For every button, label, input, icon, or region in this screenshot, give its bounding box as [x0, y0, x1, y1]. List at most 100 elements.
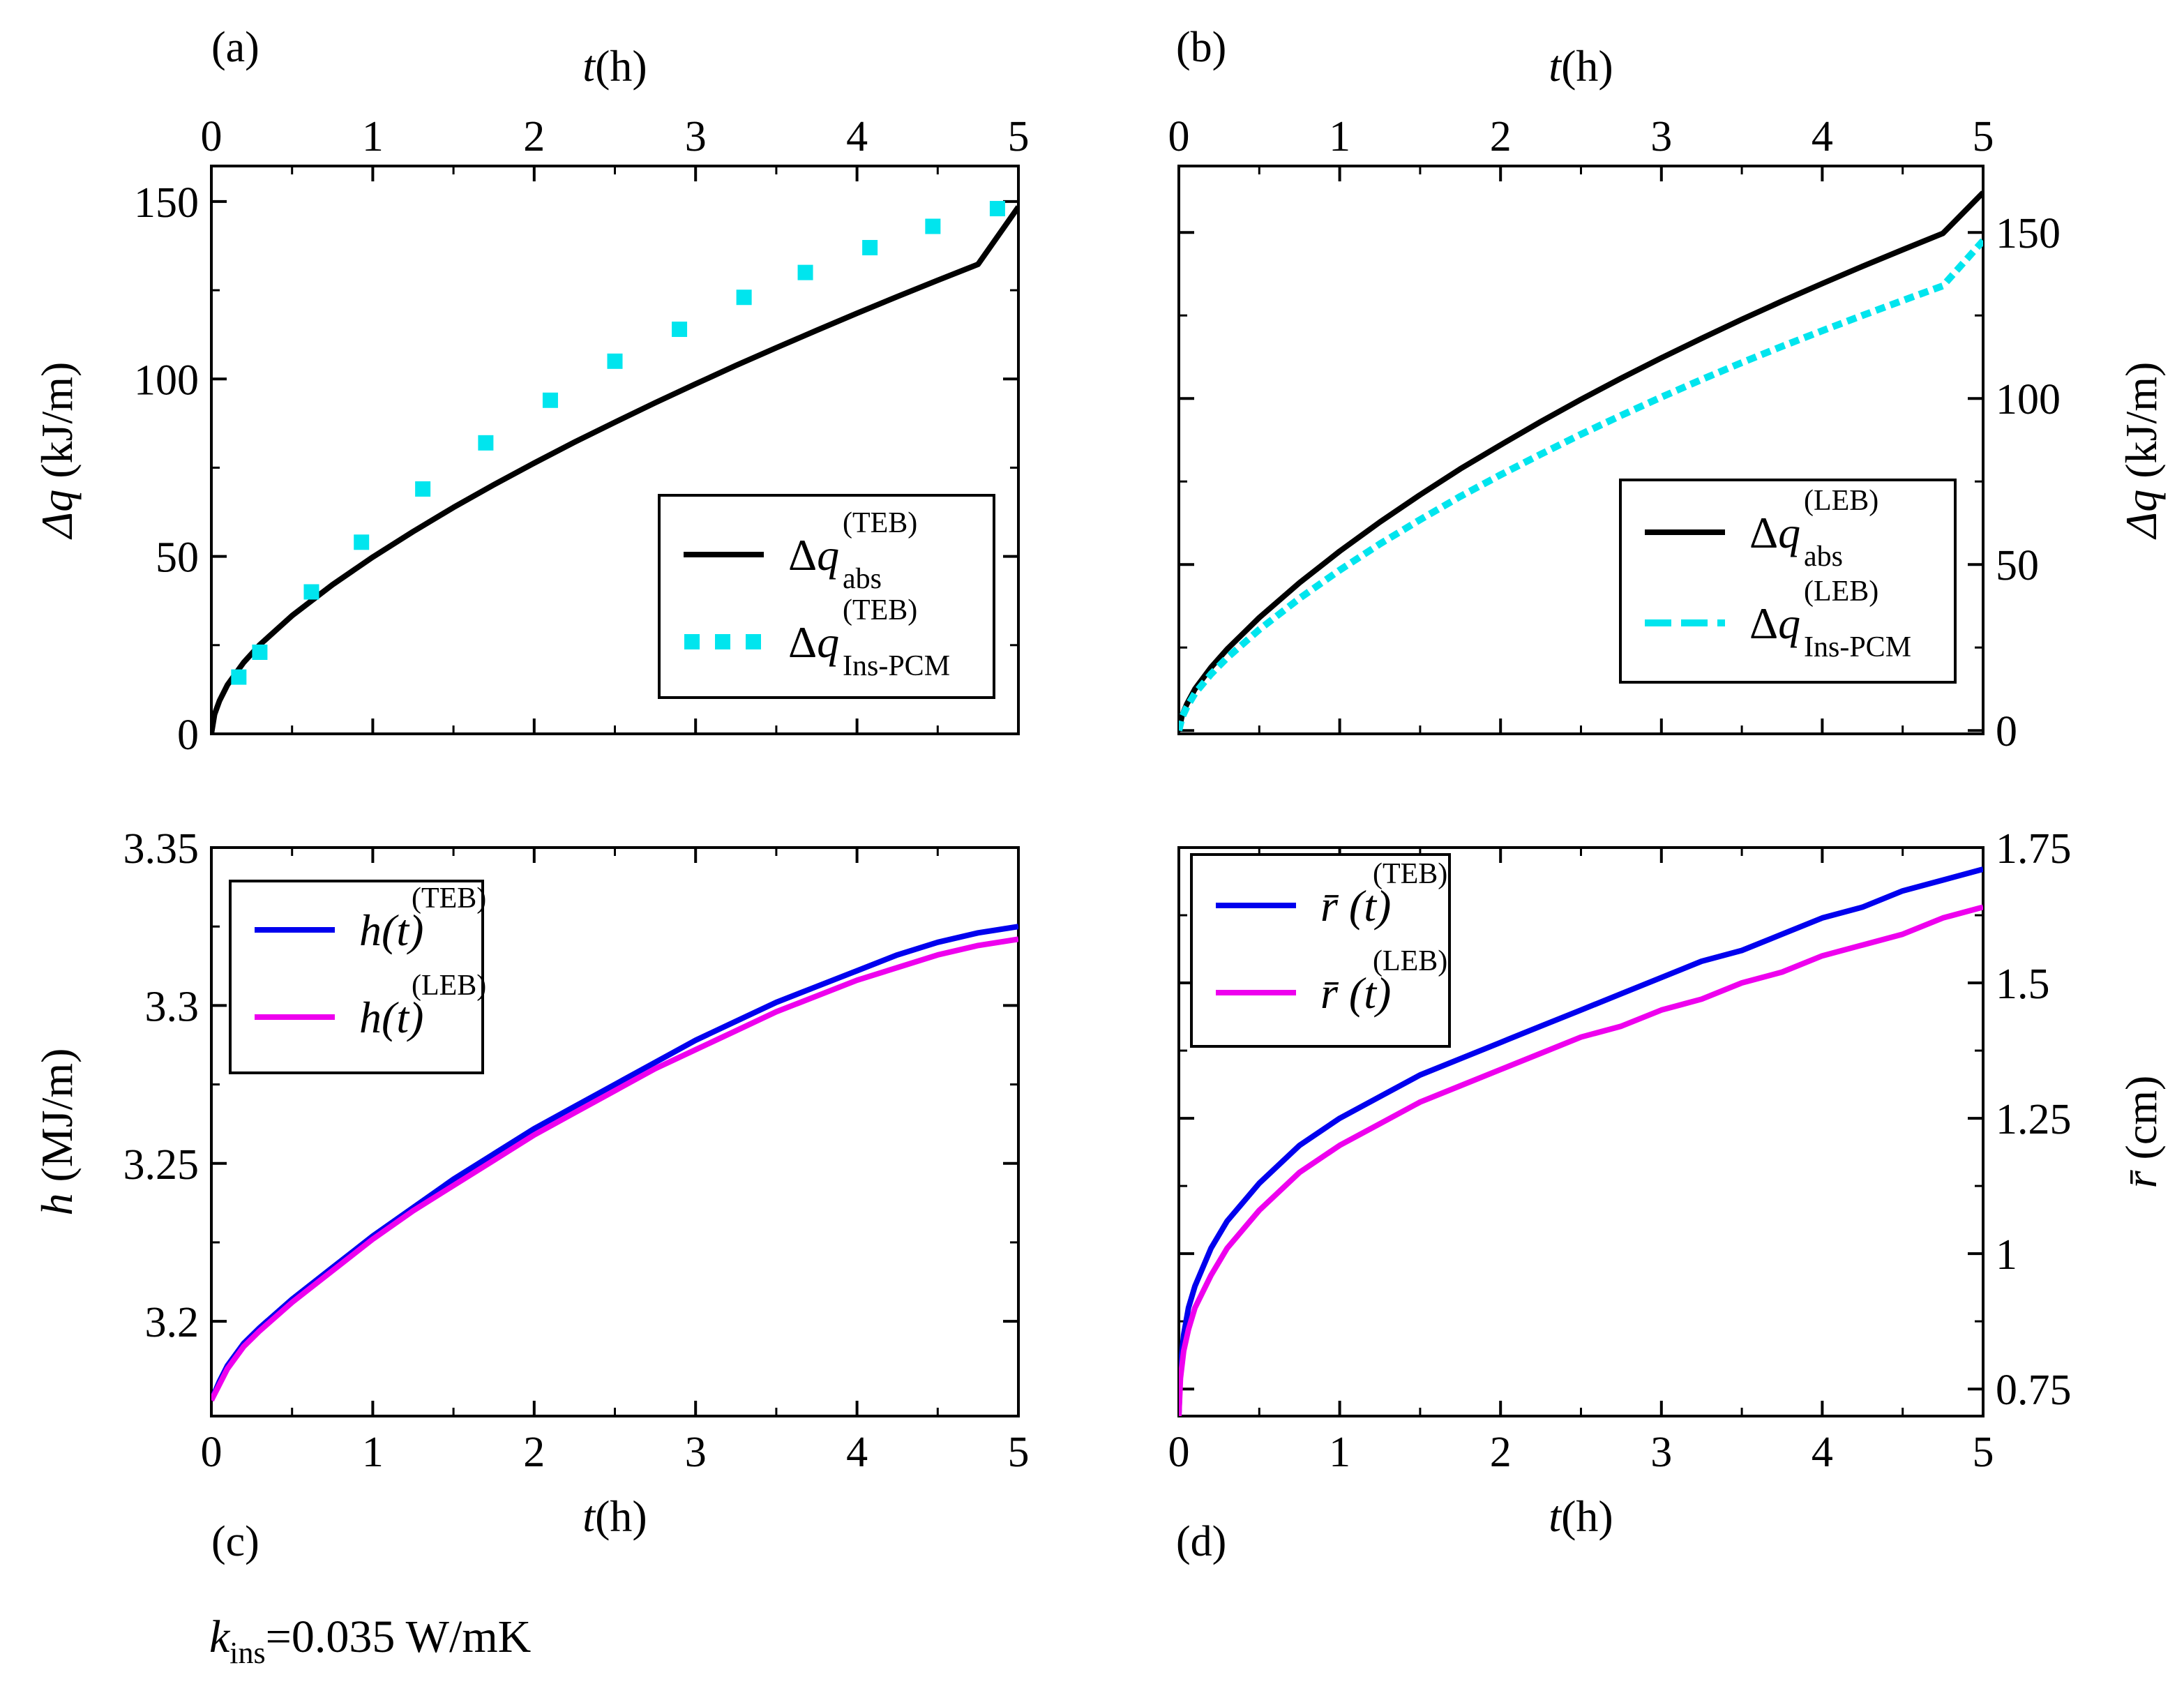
y-tick-label: 0 — [177, 712, 199, 759]
data-point — [542, 392, 558, 408]
x-tick-label: 0 — [1168, 1429, 1190, 1476]
y-tick-label: 0 — [1996, 708, 2017, 755]
insulation-conductivity-value: =0.035 W/mK — [266, 1611, 532, 1662]
x-tick-label: 1 — [1329, 1429, 1350, 1476]
data-point — [354, 534, 370, 550]
legend-superscript: (TEB) — [843, 507, 917, 539]
legend-superscript: (TEB) — [1373, 858, 1447, 890]
y-axis-title: r̄ (cm) — [2116, 1076, 2166, 1189]
data-point — [862, 240, 878, 256]
y-tick-label: 1 — [1996, 1231, 2017, 1279]
x-axis-title: t(h) — [1549, 1491, 1613, 1541]
x-tick-label: 3 — [685, 113, 707, 160]
panel-label: (b) — [1176, 24, 1226, 71]
x-tick-label: 1 — [362, 113, 384, 160]
x-tick-label: 0 — [201, 113, 223, 160]
series-line — [1179, 238, 1983, 732]
y-tick-label: 100 — [1996, 376, 2061, 423]
panel-label: (c) — [211, 1518, 259, 1565]
y-tick-label: 3.25 — [123, 1141, 199, 1189]
data-point — [989, 201, 1005, 217]
y-tick-label: 3.3 — [145, 983, 199, 1030]
legend-subscript: abs — [1804, 541, 1843, 573]
legend: r̄ (t)(TEB)r̄ (t)(LEB) — [1190, 853, 1451, 1048]
x-tick-label: 5 — [1008, 113, 1030, 160]
data-point — [736, 289, 752, 306]
y-tick-label: 3.35 — [123, 825, 199, 873]
legend-label: h(t) — [359, 993, 423, 1042]
x-tick-label: 2 — [1490, 113, 1512, 160]
insulation-conductivity-symbol: k — [209, 1611, 231, 1662]
y-tick-label: 50 — [1996, 542, 2039, 589]
x-tick-label: 3 — [1650, 1429, 1672, 1476]
data-point — [925, 218, 941, 234]
legend: Δq abs(LEB)Δq Ins-PCM(LEB) — [1619, 479, 1957, 684]
x-tick-label: 2 — [523, 113, 545, 160]
x-tick-label: 0 — [201, 1429, 223, 1476]
legend-box — [658, 494, 995, 699]
x-tick-label: 2 — [523, 1429, 545, 1476]
x-tick-label: 4 — [846, 1429, 868, 1476]
legend: Δq abs(TEB)Δq Ins-PCM(TEB) — [658, 494, 995, 699]
legend-box — [1619, 479, 1957, 684]
legend-label: h(t) — [359, 905, 423, 955]
legend-label: r̄ (t) — [1320, 881, 1391, 931]
panel-c: 0 1 2 3 4 5t(h)3.23.253.33.35h (MJ/m)(c)h(t)(… — [32, 825, 1030, 1565]
x-tick-label: 2 — [1490, 1429, 1512, 1476]
insulation-conductivity-note: kins=0.035 W/mK — [209, 1611, 531, 1670]
legend-label: Δq — [1749, 508, 1800, 557]
series-line — [1179, 866, 1983, 1416]
x-axis-title: t(h) — [582, 41, 647, 91]
legend-superscript: (TEB) — [843, 594, 917, 626]
x-tick-label: 4 — [1812, 1429, 1833, 1476]
legend-superscript: (LEB) — [1804, 485, 1878, 517]
legend-box — [229, 880, 484, 1074]
x-tick-label: 1 — [362, 1429, 384, 1476]
y-axis-title: h (MJ/m) — [32, 1048, 82, 1216]
x-axis-title: t(h) — [1549, 41, 1613, 91]
data-point — [252, 644, 268, 660]
x-tick-label: 5 — [1008, 1429, 1030, 1476]
y-tick-label: 1.25 — [1996, 1096, 2072, 1143]
panel-d: 0 1 2 3 4 5 t(h) 0.75 1 1.25 1.5 1.75 r̄ (cm) (d) r̄ (… — [1168, 825, 2167, 1565]
data-point — [797, 264, 813, 280]
legend-subscript: abs — [843, 563, 882, 595]
x-tick-label: 4 — [846, 113, 868, 160]
legend: h(t)(TEB)h(t)(LEB) — [229, 880, 486, 1074]
data-point — [303, 584, 319, 600]
series-line — [1179, 190, 1983, 732]
series-line — [211, 205, 1018, 734]
legend-box — [1190, 853, 1451, 1048]
legend-marker — [746, 634, 761, 649]
x-tick-label: 5 — [1973, 1429, 1994, 1476]
data-point — [231, 669, 247, 685]
legend-label: Δq — [1749, 599, 1800, 648]
legend-superscript: (LEB) — [1804, 576, 1878, 608]
legend-marker — [715, 634, 730, 649]
y-axis-title: Δq (kJ/m) — [32, 362, 82, 541]
y-tick-label: 50 — [156, 534, 199, 582]
x-axis-title: t(h) — [582, 1491, 647, 1541]
legend-superscript: (TEB) — [412, 882, 486, 915]
data-point — [415, 481, 431, 497]
legend-subscript: Ins-PCM — [843, 650, 950, 682]
y-tick-label: 150 — [134, 179, 199, 227]
y-tick-label: 150 — [1996, 210, 2061, 257]
x-tick-label: 4 — [1812, 113, 1833, 160]
legend-label: Δq — [788, 617, 839, 667]
x-tick-label: 3 — [685, 1429, 707, 1476]
insulation-conductivity-subscript: ins — [229, 1636, 265, 1670]
series-line — [1179, 904, 1983, 1416]
legend-subscript: Ins-PCM — [1804, 631, 1911, 663]
legend-label: r̄ (t) — [1320, 968, 1391, 1018]
x-tick-label: 1 — [1329, 113, 1350, 160]
y-tick-label: 3.2 — [145, 1299, 199, 1346]
data-point — [607, 353, 623, 369]
y-tick-label: 1.5 — [1996, 961, 2050, 1008]
x-tick-label: 5 — [1973, 113, 1994, 160]
panel-label: (d) — [1176, 1518, 1226, 1565]
y-axis-title: Δq (kJ/m) — [2116, 362, 2166, 541]
